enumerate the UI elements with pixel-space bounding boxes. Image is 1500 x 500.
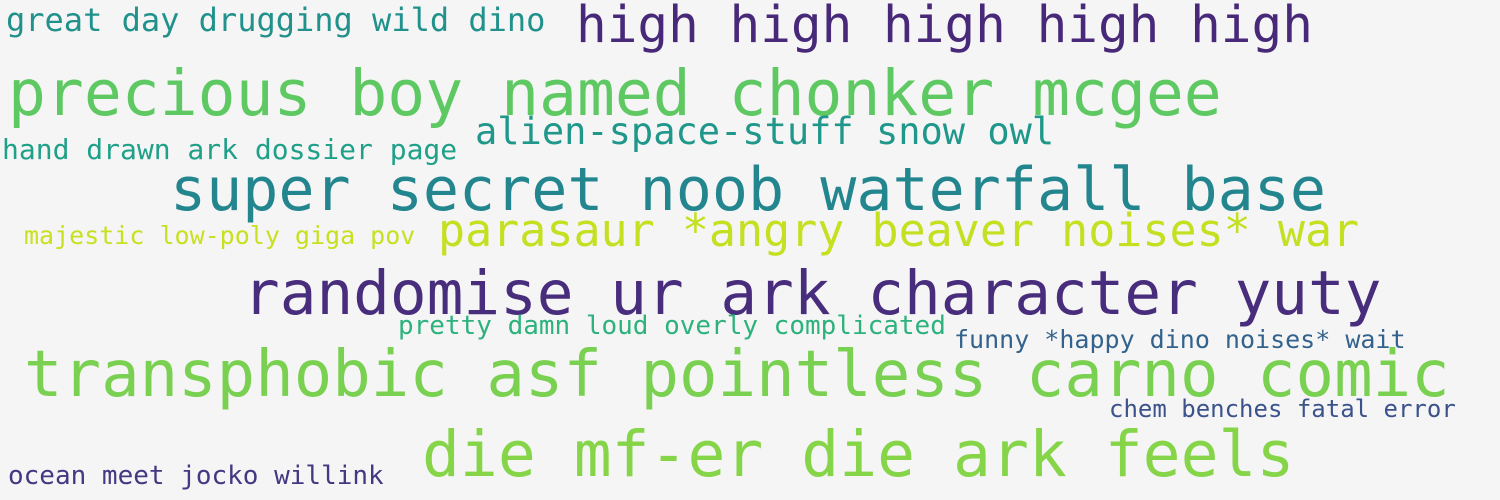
phrase-transphobic-asf-pointless-carno-comic: transphobic asf pointless carno comic — [24, 338, 1450, 412]
phrase-great-day-drugging-wild-dino: great day drugging wild dino — [6, 1, 546, 39]
phrase-super-secret-noob-waterfall-base: super secret noob waterfall base — [170, 155, 1326, 225]
phrase-parasaur-angry-beaver-noises-war: parasaur *angry beaver noises* war — [438, 204, 1360, 257]
phrase-precious-boy-named-chonker-mcgee: precious boy named chonker mcgee — [8, 57, 1222, 130]
phrase-die-mf-er-die-ark-feels: die mf-er die ark feels — [422, 418, 1295, 491]
phrase-funny-happy-dino-noises-wait: funny *happy dino noises* wait — [954, 325, 1406, 354]
phrase-chem-benches-fatal-error: chem benches fatal error — [1109, 395, 1456, 423]
phrase-majestic-low-poly-giga-pov: majestic low-poly giga pov — [24, 221, 416, 250]
phrase-alien-space-stuff-snow-owl: alien-space-stuff snow owl — [475, 110, 1055, 153]
phrase-pretty-damn-loud-overly-complicated: pretty damn loud overly complicated — [398, 311, 946, 341]
phrase-high-high-high: high high high high high — [576, 0, 1313, 55]
phrase-ocean-meet-jocko-willink: ocean meet jocko willink — [8, 461, 384, 491]
phrase-randomise-ur-ark-character-yuty: randomise ur ark character yuty — [243, 258, 1382, 329]
phrase-hand-drawn-ark-dossier-page: hand drawn ark dossier page — [2, 133, 458, 166]
